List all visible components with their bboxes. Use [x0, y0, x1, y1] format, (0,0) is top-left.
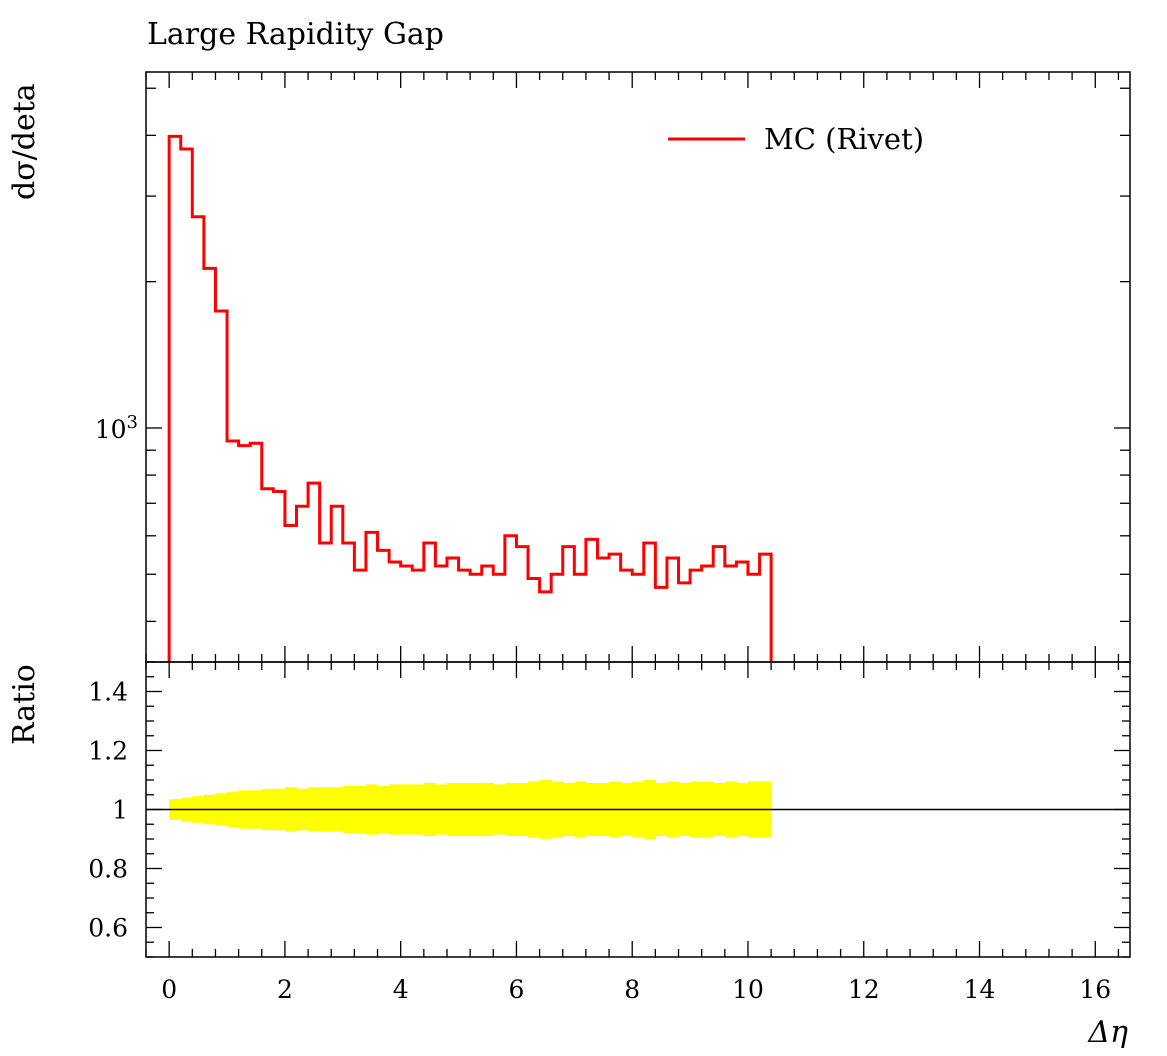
x-tick-label: 6 [508, 975, 524, 1004]
x-tick-label: 8 [624, 975, 640, 1004]
x-tick-label: 4 [393, 975, 409, 1004]
ratio-plot-area [146, 780, 1130, 839]
x-tick-label: 10 [732, 975, 764, 1004]
ratio-ylabel: Ratio [7, 664, 42, 745]
x-tick-label: 2 [277, 975, 293, 1004]
ratio-y-tick-label: 0.8 [88, 855, 128, 884]
x-tick-label: 0 [161, 975, 177, 1004]
y-tick-label: 103 [95, 412, 138, 444]
chart-title: Large Rapidity Gap [147, 17, 444, 52]
x-tick-label: 12 [848, 975, 880, 1004]
x-tick-labels: 0 2 4 6 8 10 12 14 16 [161, 975, 1111, 1004]
main-plot-area [167, 134, 773, 662]
series-mc-rivet-line [167, 134, 773, 662]
xlabel: Δη [1087, 1015, 1128, 1050]
y-tick-labels: 103 0.6 0.8 1 1.2 1.4 [88, 412, 138, 943]
main-ylabel: dσ/deta [7, 83, 42, 200]
ratio-y-tick-label: 1 [112, 796, 128, 825]
ratio-y-tick-label: 0.6 [88, 914, 128, 943]
main-axis-ticks [145, 72, 1130, 662]
legend-label-mc-rivet: MC (Rivet) [764, 122, 924, 156]
ratio-y-tick-label: 1.2 [88, 737, 128, 766]
ratio-y-tick-label: 1.4 [88, 678, 128, 707]
x-tick-label: 16 [1079, 975, 1111, 1004]
legend: MC (Rivet) [668, 122, 924, 156]
ratio-frame [145, 661, 1131, 958]
x-tick-label: 14 [964, 975, 996, 1004]
